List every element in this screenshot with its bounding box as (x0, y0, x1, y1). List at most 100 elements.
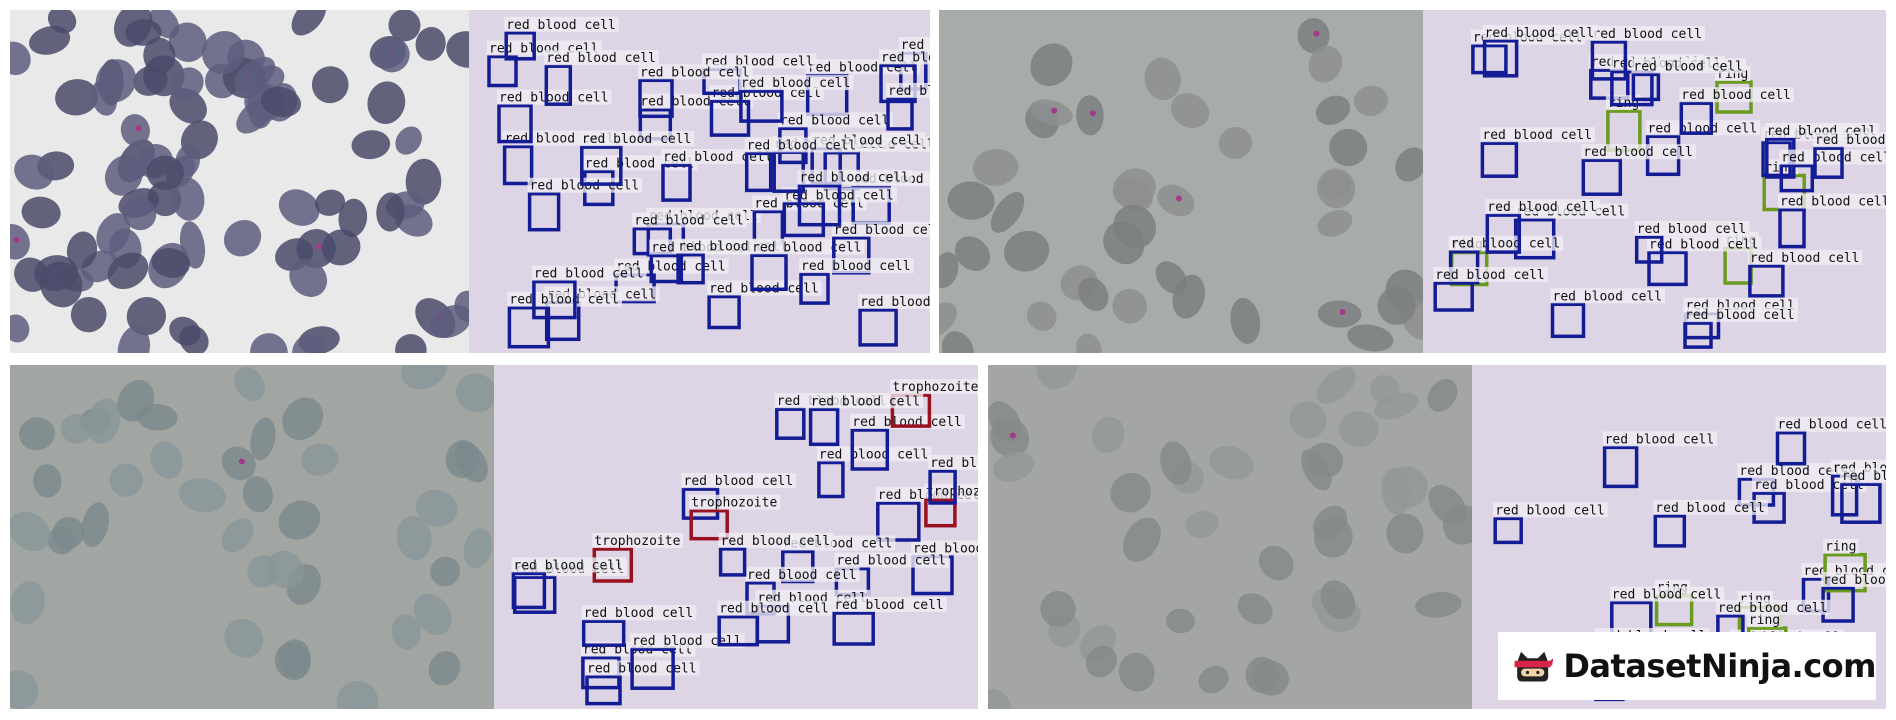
blood-cell-shape (1157, 184, 1195, 217)
class-label: red blood cell (1637, 222, 1747, 237)
blood-cell-shape (39, 261, 83, 308)
blood-cell-shape (104, 155, 143, 196)
blood-cell-shape (81, 502, 110, 547)
blood-cell-shape (282, 397, 324, 440)
blood-cell-shape (1198, 665, 1229, 694)
blood-cell-shape (1123, 517, 1161, 562)
bounding-box: red blood cell (1493, 502, 1608, 545)
blood-cell-shape (1297, 18, 1330, 54)
blood-cell-shape (33, 464, 62, 498)
blood-cell-shape (1237, 593, 1273, 625)
class-label: red blood cell (506, 18, 616, 33)
blood-cell-shape (1076, 95, 1104, 136)
blood-cell-shape (171, 177, 205, 221)
blood-cell-shape (1085, 645, 1117, 678)
bounding-box: red blood cell (797, 169, 913, 227)
ninja-cat-logo-icon (1514, 651, 1554, 682)
class-label: trophozoite (926, 485, 978, 500)
class-label: red blood cell (582, 132, 692, 147)
blood-cell-shape (1317, 300, 1362, 328)
blood-cell-shape (278, 500, 321, 540)
blood-cell-shape (10, 670, 39, 709)
blood-cell-shape (1076, 333, 1102, 353)
blood-cell-shape (1144, 57, 1181, 101)
blood-cell-shape (1381, 467, 1411, 515)
blood-cell-shape (376, 192, 405, 232)
blood-cell-shape (1395, 147, 1423, 182)
bounding-box: red blood cell (504, 16, 619, 61)
blood-cell-shape (10, 511, 51, 552)
blood-cell-shape (351, 130, 391, 160)
bounding-box: red blood cell (544, 50, 659, 106)
class-label: red blood cell (1739, 464, 1849, 479)
bounding-box: red blood cell (681, 473, 797, 520)
bounding-box: red blood cell (718, 532, 834, 577)
bounding-box: red blood cell (1631, 58, 1746, 102)
blood-cell-shape (117, 379, 155, 422)
class-label: red blood cell (546, 51, 656, 66)
bounding-box: red blood cell (1647, 236, 1762, 287)
bounding-box: red blood cell (879, 49, 930, 104)
blood-cell-shape (242, 476, 273, 513)
blood-cell-shape (415, 489, 458, 527)
blood-cell-shape (278, 189, 320, 226)
class-label: red blood cell (860, 295, 930, 310)
blood-cell-shape (1029, 99, 1073, 126)
class-label: red blood cell (634, 214, 744, 229)
bounding-box: red blood cell (581, 605, 697, 647)
blood-cell-shape (993, 451, 1035, 482)
class-label: red blood cell (1685, 308, 1795, 323)
bounding-box: red blood cell (1480, 127, 1595, 178)
class-label: red blood cell (1633, 59, 1743, 74)
class-label: red blood cell (747, 138, 857, 153)
blood-cell-shape (1354, 85, 1389, 116)
class-label: red blood cell (1655, 501, 1765, 516)
bounding-box: red blood cell (745, 566, 860, 616)
blood-cell-shape (311, 66, 349, 104)
blood-cell-shape (388, 10, 421, 42)
class-label: red blood cell (640, 65, 750, 80)
blood-cell-shape (463, 528, 493, 569)
blood-cell-shape (395, 126, 422, 155)
class-label: red blood cell (509, 293, 619, 308)
blood-cell-shape (250, 333, 288, 353)
class-label: red blood cell (1612, 588, 1722, 603)
class-label: red blood cell (811, 394, 921, 409)
bounding-box: red blood cell (630, 633, 745, 690)
watermark-text: DatasetNinja.com (1563, 647, 1876, 685)
class-label: red blood cell (1815, 133, 1886, 148)
class-label: red blood cell (819, 448, 929, 463)
class-label: red blood cell (780, 113, 890, 128)
blood-cell-shape (1030, 43, 1073, 87)
class-label: red blood cell (1781, 151, 1886, 166)
blood-cell-shape (1347, 324, 1394, 352)
bounding-box: red blood cell (1779, 149, 1886, 193)
bounding-box: red blood cell (799, 258, 914, 305)
class-label: red blood cell (741, 76, 851, 91)
blood-cell-shape (391, 614, 421, 650)
blood-cell-shape (988, 688, 1011, 709)
blood-cell-shape (113, 10, 153, 47)
class-label: ring (1749, 613, 1780, 628)
blood-cell-shape (223, 219, 262, 257)
blood-cell-shape (301, 443, 339, 476)
blood-cell-shape (941, 331, 974, 353)
bounding-box: red blood cell (834, 552, 949, 597)
class-label: red blood cell (1778, 418, 1887, 433)
blood-cell-shape (1110, 472, 1151, 513)
blood-cell-shape (939, 302, 957, 337)
blood-cell-shape (87, 398, 121, 444)
blood-cell-shape (336, 680, 379, 709)
blood-cell-shape (274, 642, 311, 680)
class-label: red blood cell (1681, 88, 1791, 103)
blood-cell-shape (1160, 441, 1192, 486)
blood-cell-shape (321, 229, 361, 266)
bounding-box: red blood cell (1653, 499, 1768, 548)
class-label: red blood cell (881, 50, 930, 65)
blood-cell-shape (972, 148, 1019, 186)
bounding-box: trophozoite (689, 494, 781, 541)
bounding-box: red blood cell (1752, 477, 1867, 524)
blood-cell-shape (1091, 416, 1125, 453)
class-label: trophozoite (892, 380, 978, 395)
